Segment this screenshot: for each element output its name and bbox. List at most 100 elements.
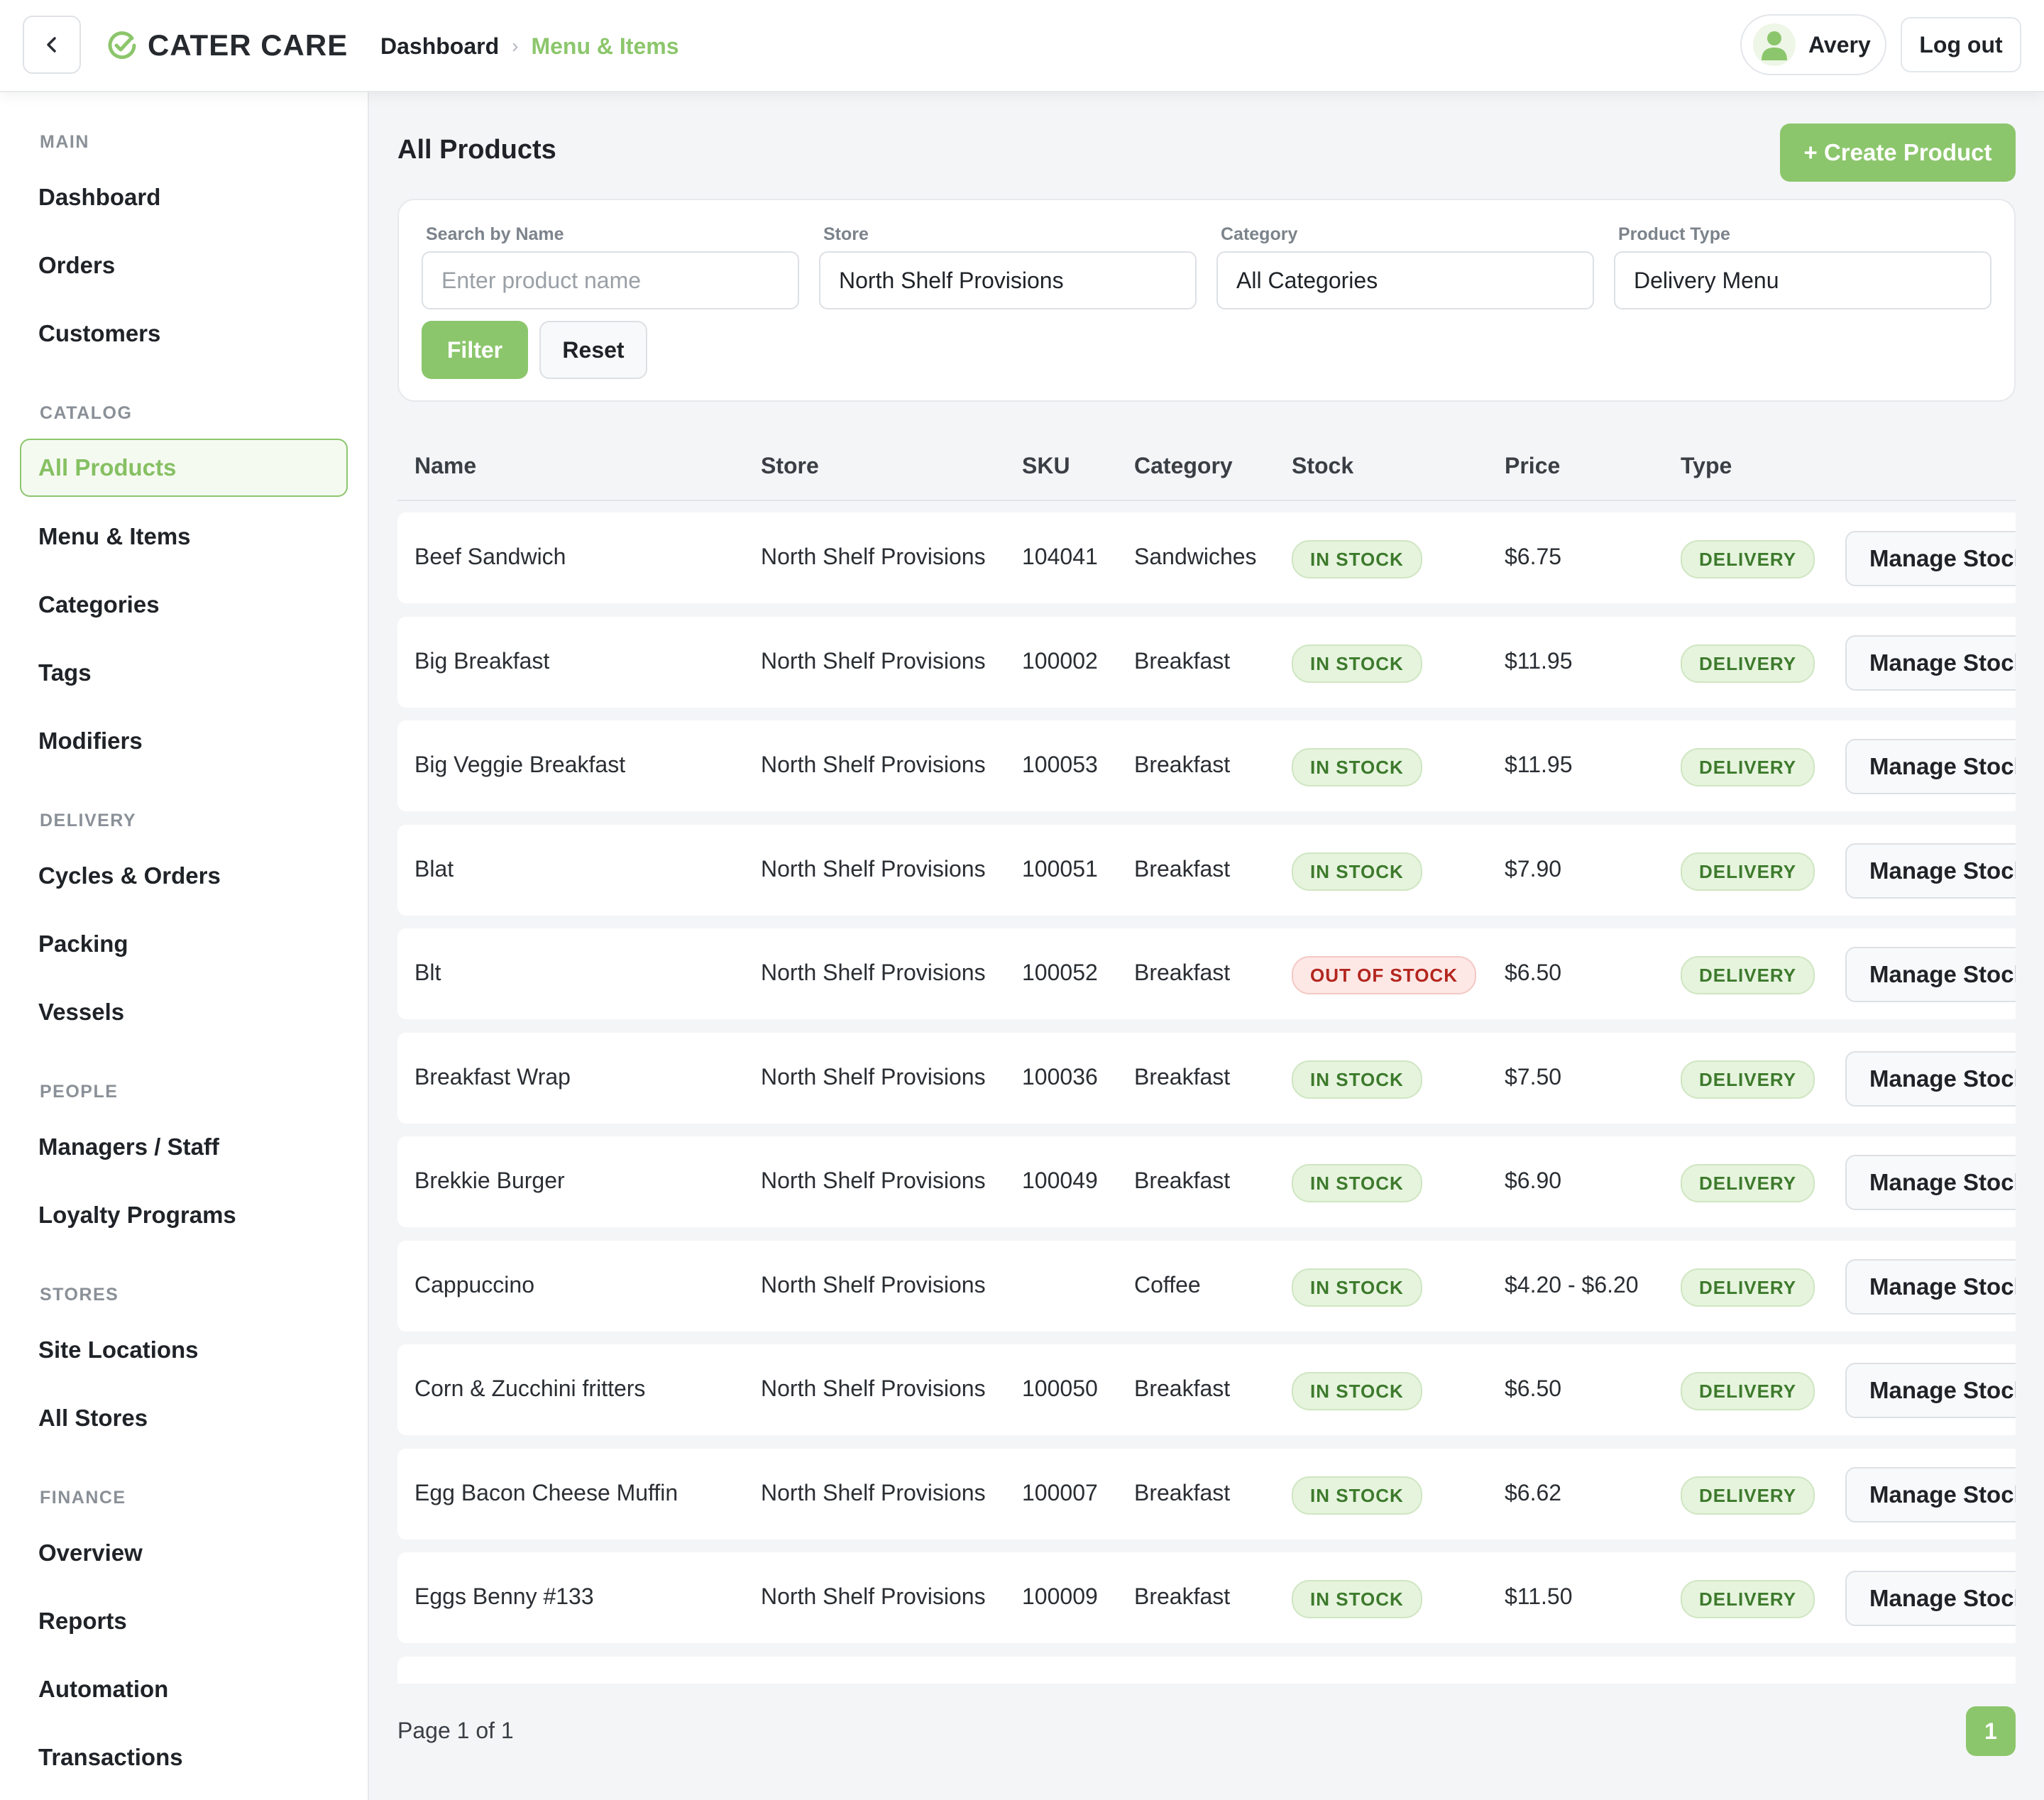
product-store: North Shelf Provisions — [761, 648, 986, 674]
product-store: North Shelf Provisions — [761, 1584, 986, 1609]
product-type-select[interactable]: Delivery Menu — [1614, 251, 1991, 309]
table-row[interactable] — [397, 1657, 2016, 1684]
manage-stock-button[interactable]: Manage Stock — [1845, 1051, 2016, 1107]
manage-stock-button[interactable]: Manage Stock — [1845, 947, 2016, 1002]
sidebar-item-cycles-orders[interactable]: Cycles & Orders — [38, 862, 221, 889]
product-sku: 100002 — [1022, 648, 1098, 674]
column-header-type[interactable]: Type — [1681, 453, 1732, 478]
user-menu[interactable]: Avery — [1740, 14, 1886, 75]
product-name[interactable]: Big Breakfast — [414, 648, 550, 674]
product-price: $11.95 — [1505, 648, 1573, 674]
sidebar-item-vessels[interactable]: Vessels — [38, 999, 125, 1025]
table-row[interactable]: Brekkie Burger North Shelf Provisions 1000… — [397, 1136, 2016, 1227]
user-avatar-icon — [1753, 23, 1796, 66]
table-row[interactable]: Big Breakfast North Shelf Provisions 10000… — [397, 617, 2016, 708]
sidebar-item-all-stores[interactable]: All Stores — [38, 1405, 148, 1431]
column-header-price[interactable]: Price — [1505, 453, 1561, 478]
product-name[interactable]: Blat — [414, 856, 454, 882]
back-button[interactable] — [23, 16, 81, 74]
column-header-stock[interactable]: Stock — [1292, 453, 1354, 478]
sidebar-item-orders[interactable]: Orders — [38, 252, 116, 278]
stock-badge-in: IN STOCK — [1292, 644, 1422, 683]
type-badge: DELIVERY — [1681, 1580, 1815, 1618]
product-name[interactable]: Cappuccino — [414, 1272, 534, 1297]
product-category: Coffee — [1134, 1272, 1201, 1297]
sidebar-section-catalog: CATALOG — [40, 403, 133, 423]
sidebar-item-tags[interactable]: Tags — [38, 659, 92, 686]
create-product-button[interactable]: + Create Product — [1780, 124, 2016, 182]
column-header-sku[interactable]: SKU — [1022, 453, 1070, 478]
sidebar-item-reports[interactable]: Reports — [38, 1608, 127, 1634]
type-badge: DELIVERY — [1681, 1164, 1815, 1202]
table-row[interactable]: Corn & Zucchini fritters North Shelf Prov… — [397, 1344, 2016, 1435]
product-name[interactable]: Egg Bacon Cheese Muffin — [414, 1480, 678, 1505]
sidebar-item-menu-items[interactable]: Menu & Items — [38, 523, 191, 549]
product-name[interactable]: Breakfast Wrap — [414, 1064, 571, 1090]
table-row[interactable]: Cappuccino North Shelf Provisions Coffee IN… — [397, 1241, 2016, 1332]
product-name[interactable]: Corn & Zucchini fritters — [414, 1376, 646, 1401]
column-header-store[interactable]: Store — [761, 453, 819, 478]
sidebar-item-transactions[interactable]: Transactions — [38, 1744, 183, 1770]
sidebar-item-modifiers[interactable]: Modifiers — [38, 728, 143, 754]
sidebar-item-all-products[interactable]: All Products — [20, 439, 348, 497]
table-row[interactable]: Big Veggie Breakfast North Shelf Provisio… — [397, 720, 2016, 811]
manage-stock-button[interactable]: Manage Stock — [1845, 1155, 2016, 1210]
sidebar-item-loyalty-programs[interactable]: Loyalty Programs — [38, 1202, 236, 1228]
product-name[interactable]: Brekkie Burger — [414, 1168, 565, 1193]
manage-stock-button[interactable]: Manage Stock — [1845, 739, 2016, 794]
manage-stock-button[interactable]: Manage Stock — [1845, 1363, 2016, 1418]
product-name[interactable]: Eggs Benny #133 — [414, 1584, 594, 1609]
page-button-current[interactable]: 1 — [1966, 1706, 2016, 1756]
logout-button[interactable]: Log out — [1901, 17, 2021, 72]
manage-stock-button[interactable]: Manage Stock — [1845, 1571, 2016, 1626]
breadcrumb-current: Menu & Items — [531, 33, 679, 59]
manage-stock-button[interactable]: Manage Stock — [1845, 843, 2016, 899]
reset-button[interactable]: Reset — [539, 321, 647, 379]
breadcrumb-dashboard-link[interactable]: Dashboard — [380, 33, 500, 59]
store-select[interactable]: North Shelf Provisions — [819, 251, 1197, 309]
top-bar: CATER CARE Dashboard › Menu & Items Aver… — [0, 0, 2044, 92]
table-row[interactable]: Egg Bacon Cheese Muffin North Shelf Provi… — [397, 1449, 2016, 1540]
table-row[interactable]: Breakfast Wrap North Shelf Provisions 1000… — [397, 1033, 2016, 1124]
product-price: $4.20 - $6.20 — [1505, 1272, 1639, 1297]
column-header-category[interactable]: Category — [1134, 453, 1233, 478]
sidebar-item-overview[interactable]: Overview — [38, 1540, 143, 1566]
product-price: $6.62 — [1505, 1480, 1562, 1505]
store-filter-label: Store — [823, 224, 869, 244]
manage-stock-button[interactable]: Manage Stock — [1845, 1467, 2016, 1522]
chevron-left-icon — [47, 37, 56, 53]
sidebar-item-managers-staff[interactable]: Managers / Staff — [38, 1134, 219, 1160]
search-input[interactable]: Enter product name — [422, 251, 799, 309]
product-price: $6.50 — [1505, 960, 1562, 985]
product-sku: 100036 — [1022, 1064, 1098, 1090]
sidebar-item-site-locations[interactable]: Site Locations — [38, 1337, 199, 1363]
table-row[interactable]: Blt North Shelf Provisions 100052 Breakfast… — [397, 928, 2016, 1019]
product-name[interactable]: Big Veggie Breakfast — [414, 752, 626, 777]
table-row[interactable]: Blat North Shelf Provisions 100051 Breakfas… — [397, 825, 2016, 916]
type-badge: DELIVERY — [1681, 748, 1815, 786]
sidebar-item-automation[interactable]: Automation — [38, 1676, 169, 1702]
product-store: North Shelf Provisions — [761, 1064, 986, 1090]
sidebar-item-packing[interactable]: Packing — [38, 931, 128, 957]
manage-stock-button[interactable]: Manage Stock — [1845, 1259, 2016, 1315]
stock-badge-in: IN STOCK — [1292, 1580, 1422, 1618]
product-sku: 100053 — [1022, 752, 1098, 777]
sidebar-item-customers[interactable]: Customers — [38, 320, 161, 346]
type-badge: DELIVERY — [1681, 1268, 1815, 1307]
manage-stock-button[interactable]: Manage Stock — [1845, 531, 2016, 586]
column-header-name[interactable]: Name — [414, 453, 477, 478]
table-row[interactable]: Eggs Benny #133 North Shelf Provisions 100… — [397, 1552, 2016, 1643]
breadcrumb: Dashboard › Menu & Items — [380, 28, 679, 64]
filter-button[interactable]: Filter — [422, 321, 528, 379]
product-name[interactable]: Beef Sandwich — [414, 544, 566, 569]
manage-stock-button[interactable]: Manage Stock — [1845, 635, 2016, 691]
product-name[interactable]: Blt — [414, 960, 441, 985]
sidebar-item-dashboard[interactable]: Dashboard — [38, 184, 161, 210]
table-row[interactable]: Beef Sandwich North Shelf Provisions 10404… — [397, 512, 2016, 603]
category-select[interactable]: All Categories — [1216, 251, 1594, 309]
type-badge: DELIVERY — [1681, 1060, 1815, 1099]
stock-badge-in: IN STOCK — [1292, 748, 1422, 786]
brand-logo[interactable]: CATER CARE — [106, 26, 348, 65]
sidebar-item-categories[interactable]: Categories — [38, 591, 160, 618]
product-store: North Shelf Provisions — [761, 960, 986, 985]
